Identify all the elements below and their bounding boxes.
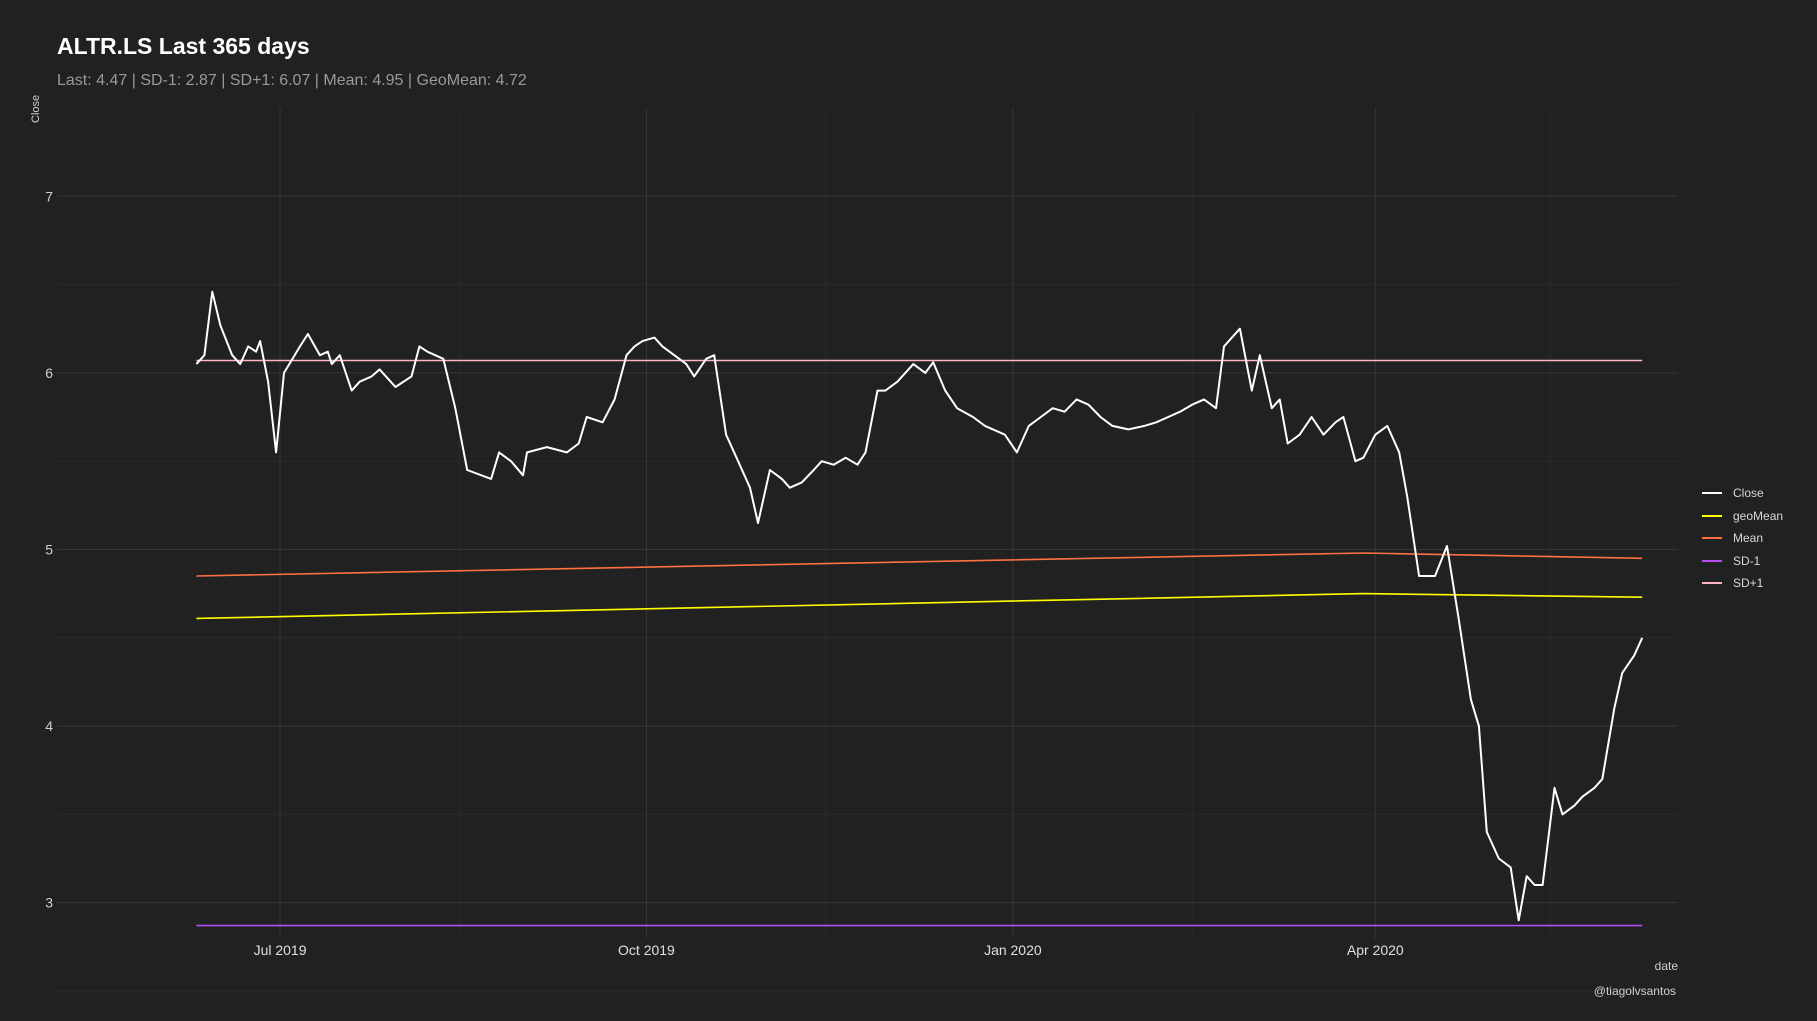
legend-key <box>1702 492 1722 495</box>
legend-key <box>1702 582 1722 585</box>
y-tick-label: 4 <box>45 718 53 734</box>
legend-item: geoMean <box>1702 505 1783 528</box>
y-tick-label: 5 <box>45 541 53 557</box>
caption: @tiagolvsantos <box>1593 984 1676 998</box>
x-tick-label: Jan 2020 <box>984 942 1042 958</box>
x-tick-label: Oct 2019 <box>618 942 675 958</box>
x-axis-title: date <box>1655 959 1679 973</box>
legend-label: geoMean <box>1733 508 1784 523</box>
chart-subtitle: Last: 4.47 | SD-1: 2.87 | SD+1: 6.07 | M… <box>57 72 527 89</box>
legend-item: Close <box>1702 482 1783 505</box>
legend-label: SD-1 <box>1733 553 1761 568</box>
legend-key <box>1702 537 1722 540</box>
grid <box>57 108 1678 992</box>
legend-item: SD+1 <box>1702 572 1783 595</box>
legend-label: Close <box>1733 486 1764 501</box>
y-axis-title: Close <box>30 95 42 123</box>
y-tick-label: 3 <box>45 895 53 911</box>
y-tick-label: 7 <box>45 188 53 204</box>
series-line-geomean <box>196 592 1643 620</box>
legend-label: Mean <box>1733 531 1764 546</box>
legend-item: SD-1 <box>1702 550 1783 573</box>
legend-key <box>1702 514 1722 517</box>
axes: 3 4 5 6 7 Jul 2019 Oct 2019 Jan 2020 Apr 2020 Clo… <box>30 95 1678 973</box>
legend-item: Mean <box>1702 527 1783 550</box>
series-line-mean <box>196 552 1643 577</box>
x-tick-label: Apr 2020 <box>1347 942 1404 958</box>
legend-label: SD+1 <box>1733 576 1764 591</box>
x-tick-label: Jul 2019 <box>254 942 307 958</box>
y-tick-label: 6 <box>45 365 53 381</box>
series-line-close <box>195 290 1644 922</box>
series-lines <box>195 290 1644 927</box>
chart-title: ALTR.LS Last 365 days <box>57 33 310 59</box>
legend-key <box>1702 559 1722 562</box>
legend: Close geoMean Mean SD-1 SD+1 <box>1702 482 1783 595</box>
